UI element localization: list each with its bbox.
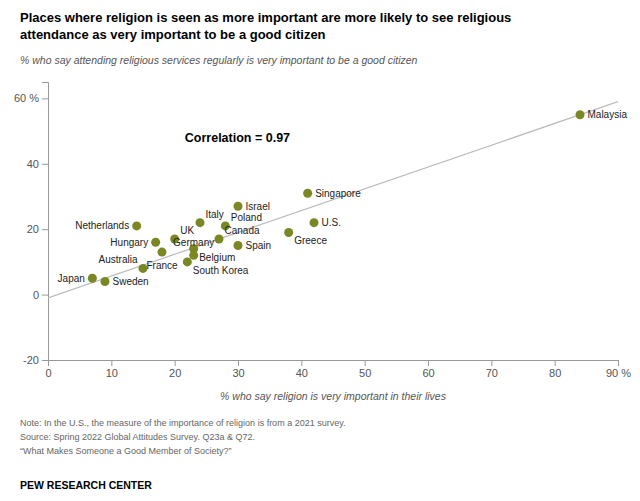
x-tick-label: 70	[486, 367, 498, 379]
x-tick-mark	[555, 360, 556, 366]
x-tick-label: 90 %	[606, 367, 631, 379]
x-tick-label: 60	[422, 367, 434, 379]
x-tick-mark	[365, 360, 366, 366]
y-tick: 60 %	[14, 92, 48, 104]
x-tick: 60	[422, 360, 434, 379]
marks	[48, 102, 618, 298]
subtitle: % who say attending religious services r…	[20, 54, 418, 66]
chart: Places where religion is seen as more im…	[0, 0, 640, 501]
point	[183, 257, 192, 266]
x-tick-label: 20	[169, 367, 181, 379]
title-line: attendance as very important to be a goo…	[20, 27, 326, 42]
point	[88, 274, 97, 283]
point	[576, 110, 585, 119]
y-tick-mark	[42, 164, 48, 165]
y-tick: 40	[27, 158, 48, 170]
y-tick: -20	[23, 354, 48, 366]
point-label: South Korea	[193, 265, 249, 276]
point-labels: Japan Sweden Netherlands Australia Hungary Fr…	[58, 109, 628, 287]
point	[101, 277, 110, 286]
title: Places where religion is seen as more im…	[20, 10, 511, 42]
point	[234, 202, 243, 211]
x-tick-label: 80	[549, 367, 561, 379]
y-tick-label: 40	[27, 158, 39, 170]
point	[284, 228, 293, 237]
note: Source: Spring 2022 Global Attitudes Sur…	[20, 432, 255, 442]
x-tick: 70	[486, 360, 498, 379]
y-tick-mark	[42, 295, 48, 296]
x-tick-mark	[238, 360, 239, 366]
x-tick: 0	[45, 360, 51, 379]
trend-line	[48, 102, 618, 298]
x-tick-mark	[491, 360, 492, 366]
x-axis-line	[49, 361, 619, 367]
point	[151, 238, 160, 247]
point-label: Sweden	[113, 276, 149, 287]
y-tick: 20	[27, 223, 48, 235]
x-axis: 0 10 20 30 40 50 60 70 80 90 %	[45, 360, 631, 379]
y-tick: 0	[33, 289, 48, 301]
y-tick-label: 60 %	[14, 92, 39, 104]
x-tick-label: 40	[296, 367, 308, 379]
point-label: Canada	[225, 225, 260, 236]
x-tick-mark	[111, 360, 112, 366]
x-tick-label: 0	[45, 367, 51, 379]
point	[303, 189, 312, 198]
title-line: Places where religion is seen as more im…	[20, 10, 511, 25]
y-tick-label: -20	[23, 354, 39, 366]
x-tick: 10	[106, 360, 118, 379]
point	[158, 248, 167, 257]
point-label: Japan	[58, 273, 85, 284]
y-tick-label: 0	[33, 289, 39, 301]
point-label: Singapore	[315, 188, 361, 199]
y-tick-mark	[42, 229, 48, 230]
x-tick-label: 30	[232, 367, 244, 379]
note: “What Makes Someone a Good Member of Soc…	[20, 446, 232, 456]
notes: Note: In the U.S., the measure of the im…	[20, 418, 346, 456]
x-axis-title: % who say religion is very important in …	[220, 390, 447, 402]
point	[310, 218, 319, 227]
y-tick-mark	[42, 98, 48, 99]
y-axis: -20 0 20 40 60 %	[14, 83, 49, 367]
point-label: Netherlands	[75, 220, 129, 231]
x-tick: 20	[169, 360, 181, 379]
x-tick-mark	[618, 360, 619, 366]
x-tick-mark	[428, 360, 429, 366]
point-label: Italy	[206, 209, 224, 220]
y-tick-mark	[42, 360, 48, 361]
source: PEW RESEARCH CENTER	[20, 479, 152, 491]
point	[215, 234, 224, 243]
point-label: Poland	[231, 212, 262, 223]
point-label: Belgium	[199, 252, 235, 263]
point-label: France	[146, 260, 178, 271]
point	[189, 251, 198, 260]
point-label: Germany	[173, 237, 214, 248]
point-label: Australia	[99, 254, 138, 265]
x-tick-label: 50	[359, 367, 371, 379]
x-tick: 90 %	[606, 360, 631, 379]
point-label: Malaysia	[588, 109, 628, 120]
x-tick-mark	[301, 360, 302, 366]
point	[234, 241, 243, 250]
point	[132, 221, 141, 230]
point-label: Spain	[246, 240, 272, 251]
x-tick: 80	[549, 360, 561, 379]
plot: 0 10 20 30 40 50 60 70 80 90 % -20 0 20 40 60 % Japan Sw…	[14, 83, 631, 379]
x-tick-mark	[175, 360, 176, 366]
point-label: U.S.	[322, 217, 341, 228]
point	[196, 218, 205, 227]
point-label: UK	[180, 225, 194, 236]
x-tick: 30	[232, 360, 244, 379]
x-tick: 40	[296, 360, 308, 379]
y-tick-label: 20	[27, 223, 39, 235]
annotation: Correlation = 0.97	[185, 131, 290, 145]
point-label: Greece	[294, 235, 327, 246]
point-label: Israel	[246, 201, 270, 212]
point-label: Hungary	[110, 237, 148, 248]
x-tick-label: 10	[106, 367, 118, 379]
note: Note: In the U.S., the measure of the im…	[20, 418, 346, 428]
x-tick: 50	[359, 360, 371, 379]
y-axis-line	[42, 83, 49, 361]
